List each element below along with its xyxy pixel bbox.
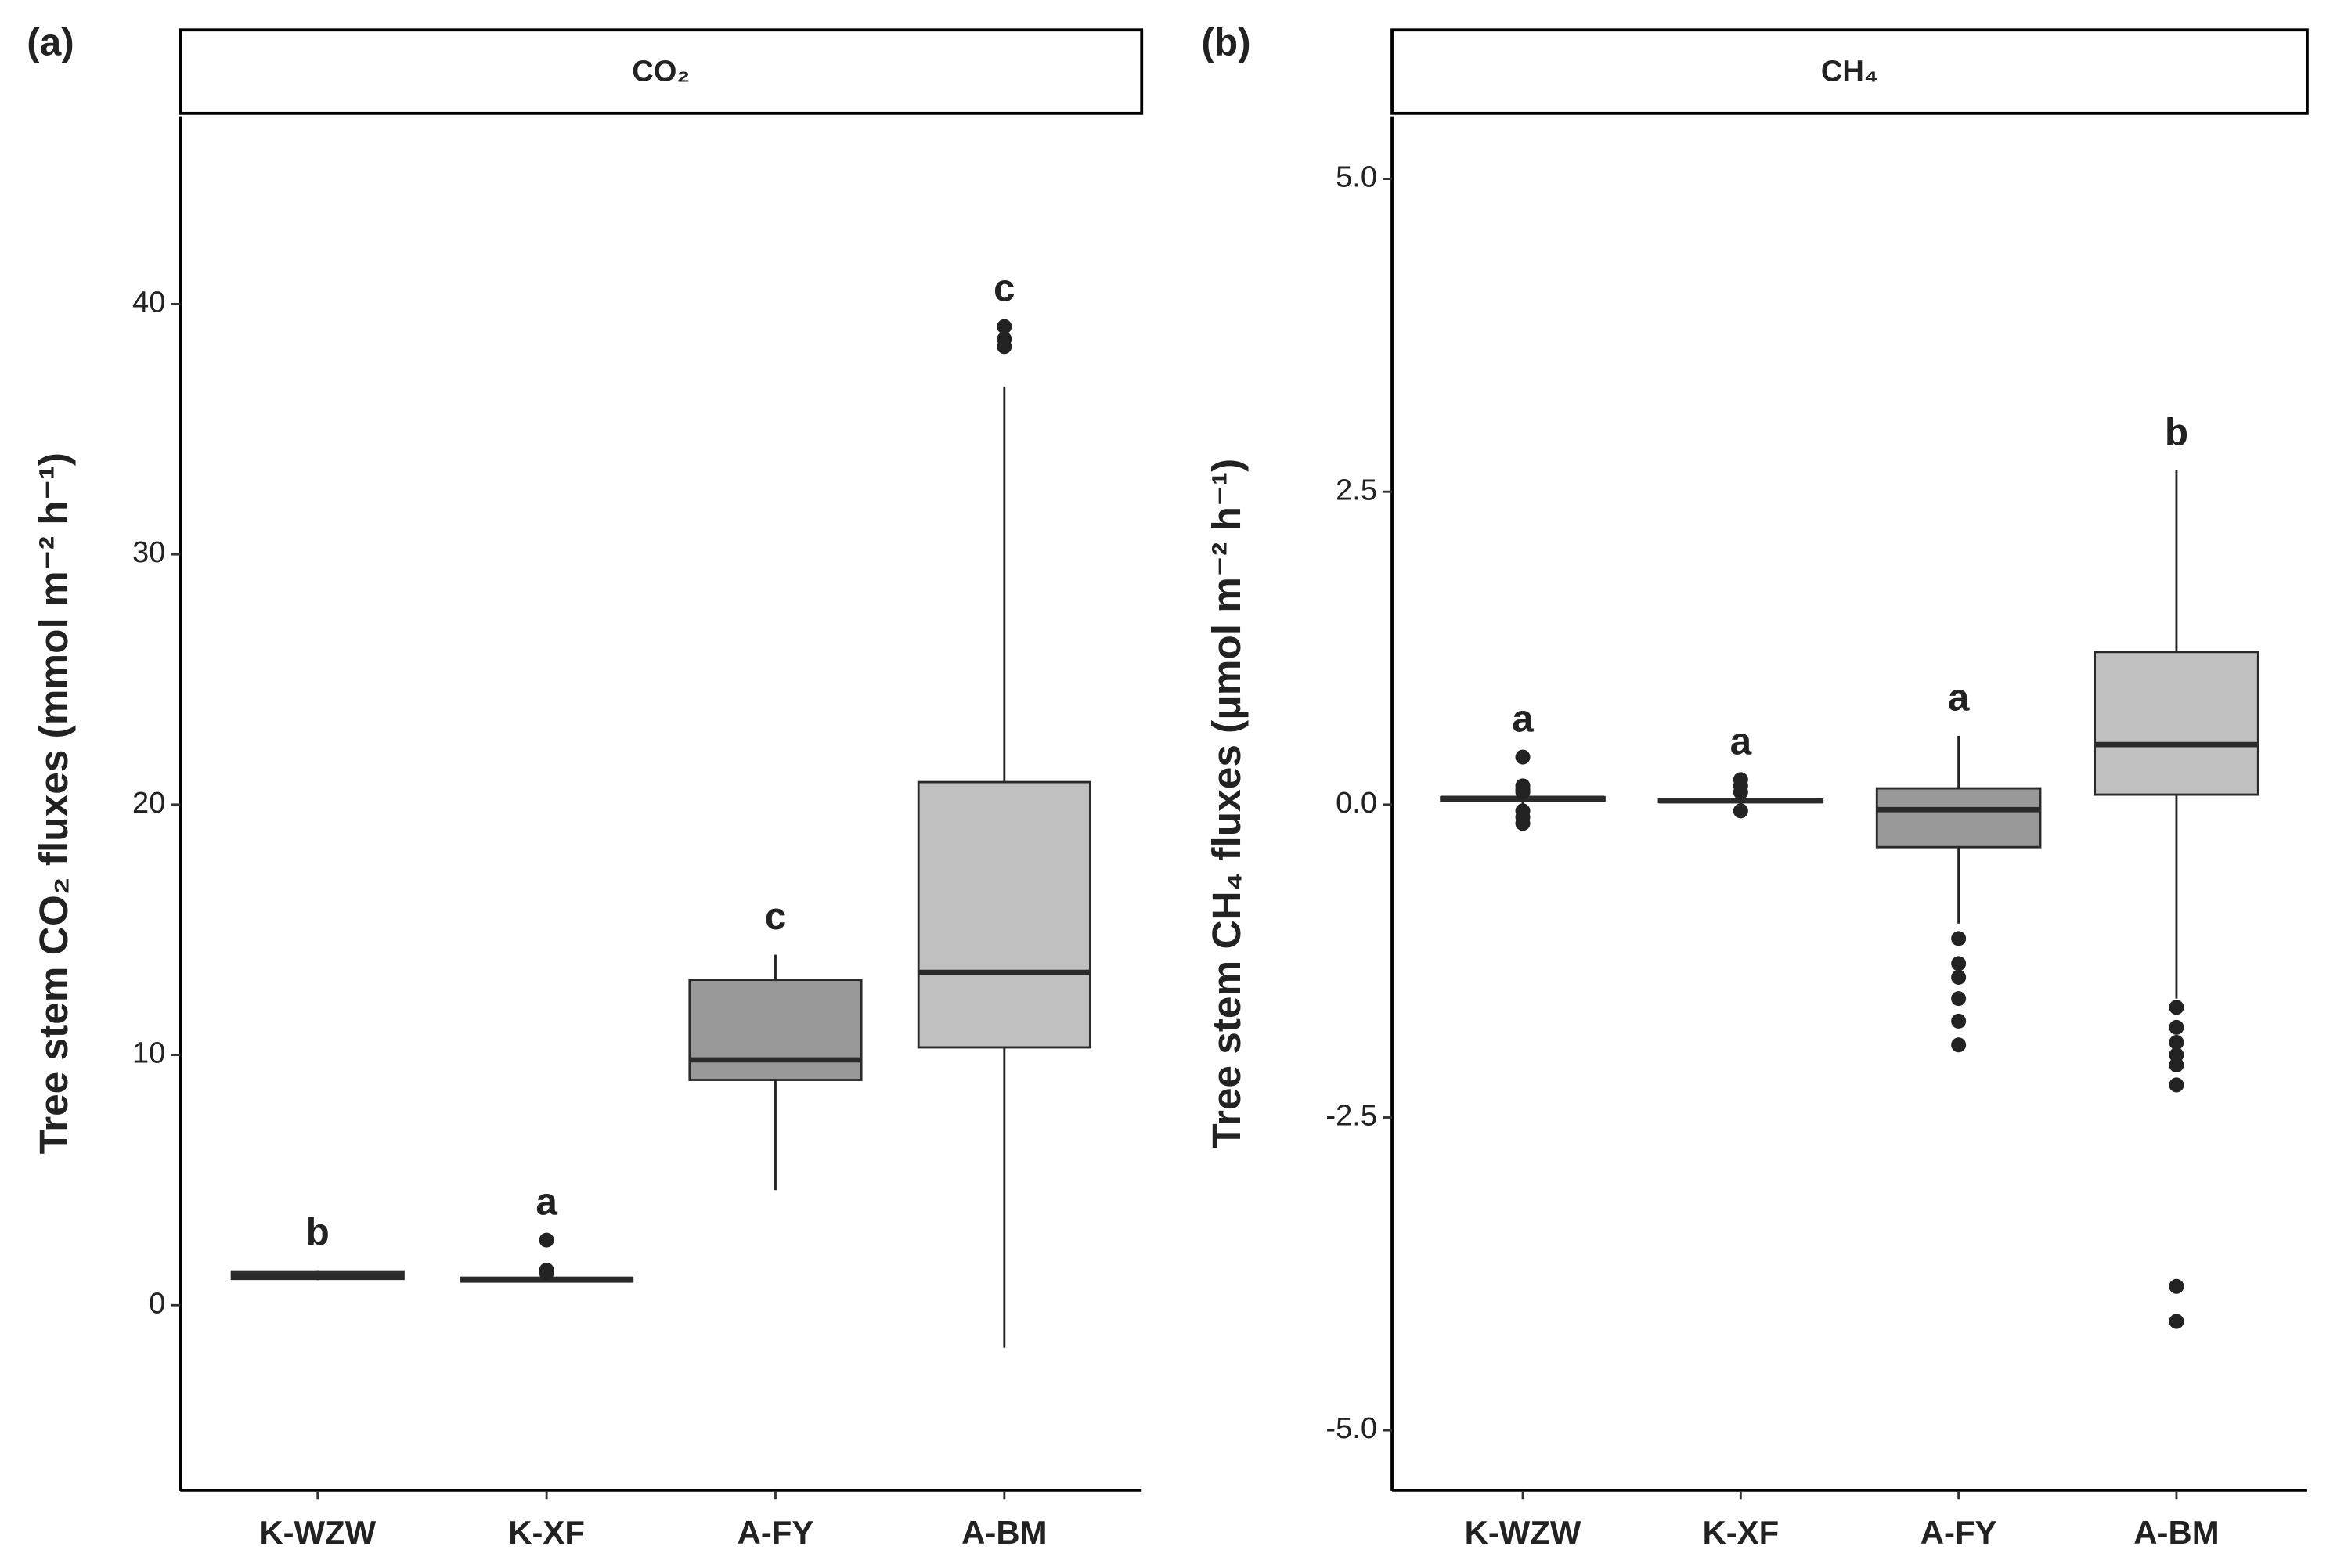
panel-label: (a) (27, 20, 74, 63)
y-axis-title: Tree stem CH₄ fluxes (μmol m⁻² h⁻¹) (1203, 459, 1249, 1148)
panel-label: (b) (1201, 20, 1250, 63)
outlier (1951, 1013, 1967, 1029)
outlier (1733, 784, 1748, 800)
outlier (997, 319, 1012, 334)
significance-letter: a (1730, 719, 1752, 762)
y-tick-label: 10 (132, 1037, 165, 1070)
strip-title: CH₄ (1821, 55, 1878, 88)
strip (1390, 28, 2309, 115)
outlier (997, 331, 1012, 347)
outlier (2169, 1314, 2184, 1329)
outlier (2169, 1035, 2184, 1051)
box (2094, 651, 2259, 796)
y-tick-label: 0.0 (1336, 787, 1377, 820)
box (688, 979, 863, 1081)
outlier (2169, 1278, 2184, 1294)
significance-letter: a (1512, 697, 1534, 740)
outlier (1951, 991, 1967, 1007)
y-tick-label: -5.0 (1325, 1412, 1377, 1445)
y-tick-label: 40 (132, 286, 165, 319)
outlier (1951, 956, 1967, 971)
significance-letter: c (765, 895, 787, 938)
strip (179, 28, 1144, 115)
significance-letter: a (536, 1181, 557, 1224)
outlier (539, 1265, 554, 1281)
outlier (1515, 749, 1531, 765)
box (1875, 787, 2042, 849)
outlier (1733, 803, 1748, 819)
outlier (1951, 969, 1967, 985)
y-tick-label: -2.5 (1325, 1100, 1377, 1133)
outlier (1515, 816, 1531, 831)
x-tick-label: A-BM (961, 1514, 1047, 1551)
x-tick-label: K-WZW (1465, 1514, 1581, 1551)
y-tick-label: 0 (149, 1287, 165, 1320)
significance-letter: b (306, 1210, 330, 1253)
outlier (1951, 1037, 1967, 1053)
outlier (1515, 784, 1531, 800)
y-tick-label: 2.5 (1336, 474, 1377, 506)
outlier (1951, 931, 1967, 946)
significance-letter: b (2165, 410, 2188, 453)
outlier (539, 1232, 554, 1248)
outlier (2169, 1019, 2184, 1035)
outlier (2169, 1057, 2184, 1072)
x-tick-label: A-BM (2133, 1514, 2219, 1551)
x-tick-label: K-WZW (259, 1514, 376, 1551)
y-axis-title: Tree stem CO₂ fluxes (mmol m⁻² h⁻¹) (31, 452, 76, 1154)
x-tick-label: A-FY (738, 1514, 814, 1551)
outlier (2169, 1077, 2184, 1093)
strip-title: CO₂ (632, 55, 690, 88)
y-tick-label: 5.0 (1336, 161, 1377, 194)
y-tick-label: 30 (132, 536, 165, 569)
box (917, 780, 1091, 1049)
x-tick-label: A-FY (1920, 1514, 1997, 1551)
significance-letter: c (994, 267, 1015, 310)
outlier (2169, 1000, 2184, 1015)
x-tick-label: K-XF (1702, 1514, 1779, 1551)
x-tick-label: K-XF (508, 1514, 585, 1551)
significance-letter: a (1948, 676, 1970, 719)
y-tick-label: 20 (132, 787, 165, 820)
